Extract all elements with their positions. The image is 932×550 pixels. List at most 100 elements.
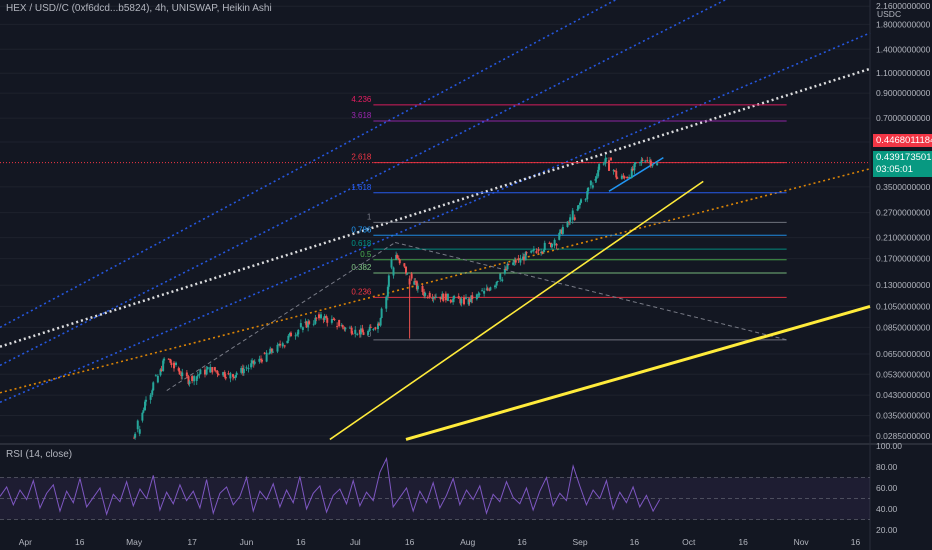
candle-body xyxy=(385,296,388,309)
price-axis-label: 0.0430000000 xyxy=(876,390,931,400)
candle-body xyxy=(378,323,380,326)
price-axis-label: 0.2100000000 xyxy=(876,233,931,243)
price-axis-label: 0.0350000000 xyxy=(876,410,931,420)
candle-body xyxy=(134,433,137,438)
trend-lines[interactable] xyxy=(0,157,871,441)
fibonacci-retracement[interactable]: 4.236 3.618 2.618 1.618 1 0.786 0.618 0.5 0.382 0… xyxy=(166,95,787,391)
candle-body xyxy=(351,333,354,335)
candle-body xyxy=(145,399,147,402)
time-axis-label: Apr xyxy=(19,537,32,547)
candle-body xyxy=(483,290,486,294)
fib-trend-line xyxy=(395,241,787,341)
candle-body xyxy=(263,352,266,354)
candle-body xyxy=(535,251,538,254)
candle-body xyxy=(279,343,282,346)
candle-body xyxy=(577,205,580,210)
candle-body xyxy=(594,178,597,181)
candle-body xyxy=(386,286,389,297)
candle-body xyxy=(523,256,525,261)
rsi-axis-label: 20.00 xyxy=(876,525,898,535)
candle-body xyxy=(307,321,310,328)
channel-lines xyxy=(0,0,871,403)
candle-body xyxy=(432,297,435,299)
candle-body xyxy=(646,160,649,162)
candle-body xyxy=(367,330,370,335)
candle-body xyxy=(442,293,445,302)
candle-body xyxy=(269,348,272,354)
candle-body xyxy=(584,199,587,201)
candle-body xyxy=(576,209,579,211)
candle-body xyxy=(551,243,553,248)
fib-level-label: 0.786 xyxy=(351,225,372,234)
last-price-badge-green: 0.4391735015 03:05:01 xyxy=(873,151,932,177)
candle-body xyxy=(326,318,329,323)
candle-body xyxy=(372,329,375,331)
fib-level-label: 0.382 xyxy=(351,263,372,272)
time-axis-label: 16 xyxy=(75,537,85,547)
candle-body xyxy=(548,242,551,244)
candle-body xyxy=(608,160,610,171)
time-axis-label: 16 xyxy=(296,537,306,547)
candle-body xyxy=(217,373,220,376)
candle-body xyxy=(406,273,408,275)
candle-body xyxy=(580,199,582,203)
candle-body xyxy=(377,323,379,330)
fib-level-label: 1.618 xyxy=(351,183,372,192)
candle-body xyxy=(569,217,572,223)
candle-body xyxy=(141,412,144,421)
candle-body xyxy=(338,319,341,327)
candle-body xyxy=(558,233,561,240)
fib-level-label: 1 xyxy=(367,212,372,221)
price-axis-label: 1.4000000000 xyxy=(876,44,931,54)
time-axis-label: 16 xyxy=(630,537,640,547)
candle-body xyxy=(178,370,181,375)
chart-title[interactable]: HEX / USD//C (0xf6dcd...b5824), 4h, UNIS… xyxy=(6,3,272,14)
time-axis[interactable]: Apr 16 May 17 Jun 16 Jul 16 Aug 16 Sep 16 Oct 16 Nov 16 xyxy=(19,537,861,547)
candle-body xyxy=(639,162,641,164)
candle-body xyxy=(227,373,230,375)
candle-body xyxy=(452,298,455,303)
candle-body xyxy=(628,176,631,179)
price-axis-label: 0.7000000000 xyxy=(876,113,931,123)
candle-body xyxy=(265,352,268,362)
time-axis-label: 17 xyxy=(187,537,197,547)
candle-body xyxy=(416,285,419,290)
candle-body xyxy=(185,372,188,377)
candle-body xyxy=(595,176,598,179)
last-price-badge-red: 0.4468011184 xyxy=(873,134,932,147)
candle-body xyxy=(152,382,155,391)
rsi-axis-label: 80.00 xyxy=(876,462,898,472)
candle-body xyxy=(240,368,243,373)
candle-body xyxy=(198,374,201,376)
candle-body xyxy=(586,191,589,200)
candle-body xyxy=(566,221,569,228)
candle-body xyxy=(173,362,175,369)
fib-level-label: 4.236 xyxy=(351,95,372,104)
candle-body xyxy=(154,375,157,377)
price-axis-label: 0.9000000000 xyxy=(876,88,931,98)
time-axis-label: 16 xyxy=(851,537,861,547)
candle-countdown: 03:05:01 xyxy=(876,164,913,175)
candle-body xyxy=(457,296,460,299)
candle-body xyxy=(424,292,427,296)
candle-body xyxy=(613,170,616,172)
candle-body xyxy=(531,250,534,252)
rsi-pane xyxy=(0,456,870,520)
candle-body xyxy=(390,259,393,268)
candle-body xyxy=(524,252,527,261)
rsi-title[interactable]: RSI (14, close) xyxy=(6,449,73,460)
candle-body xyxy=(573,217,576,220)
candle-body xyxy=(261,359,263,362)
fib-trend-line xyxy=(166,242,396,391)
candle-body xyxy=(281,343,284,347)
candle-body xyxy=(501,279,504,281)
candle-body xyxy=(507,263,510,265)
candle-body xyxy=(336,326,339,328)
price-axis-label: 0.1300000000 xyxy=(876,280,931,290)
candle-body xyxy=(315,317,318,319)
candle-body xyxy=(325,315,328,319)
fib-level-label: 0.236 xyxy=(351,287,372,296)
price-axis[interactable]: 2.1600000000 1.8000000000 1.4000000000 1.10… xyxy=(876,1,931,535)
price-axis-label: 0.2700000000 xyxy=(876,208,931,218)
